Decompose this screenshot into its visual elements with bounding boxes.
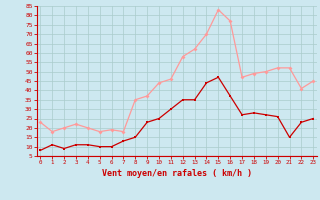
X-axis label: Vent moyen/en rafales ( km/h ): Vent moyen/en rafales ( km/h ) (102, 169, 252, 178)
